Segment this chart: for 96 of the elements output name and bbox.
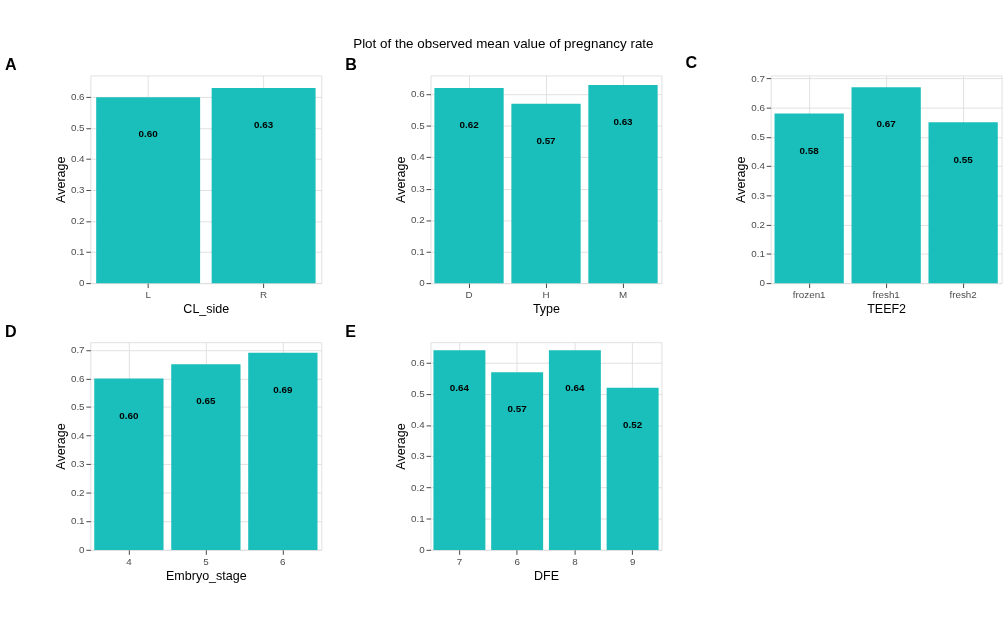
y-tick-label: 0: [79, 544, 86, 556]
x-tick-label: fresh2: [949, 288, 977, 300]
data-label: 0.64: [449, 381, 470, 393]
y-tick-label: 0.6: [751, 101, 766, 113]
bar: [433, 350, 486, 550]
y-tick-label: 0: [419, 544, 426, 556]
y-axis-title: Average: [733, 156, 748, 203]
bar: [774, 113, 844, 284]
y-tick-label: 0.3: [751, 189, 766, 201]
x-axis-title: TEEF2: [867, 302, 907, 317]
y-tick-label: 0.5: [70, 122, 86, 134]
y-tick-label: 0.2: [70, 215, 85, 227]
data-label: 0.62: [459, 119, 480, 131]
data-label: 0.60: [138, 128, 159, 140]
data-label: 0.65: [196, 395, 216, 407]
x-tick-label: H: [542, 288, 550, 300]
y-tick-label: 0: [419, 277, 426, 289]
y-tick-label: 0.3: [411, 450, 426, 462]
y-tick-label: 0.2: [411, 214, 425, 226]
bar: [548, 350, 601, 550]
x-tick-label: 5: [203, 555, 210, 567]
x-tick-label: D: [465, 288, 473, 300]
x-tick-label: 6: [514, 555, 521, 567]
data-label: 0.58: [799, 144, 820, 156]
y-tick-label: 0.6: [411, 356, 426, 368]
y-tick-label: 0.3: [70, 458, 86, 470]
y-tick-label: 0.1: [751, 248, 765, 260]
y-tick-label: 0.4: [70, 429, 86, 441]
data-label: 0.63: [254, 119, 274, 131]
data-label: 0.52: [623, 419, 643, 431]
bar: [94, 378, 164, 550]
y-tick-label: 0.4: [751, 160, 766, 172]
chart-title: Plot of the observed mean value of pregnancy rate: [353, 36, 654, 52]
data-label: 0.63: [613, 116, 634, 128]
x-tick-label: 9: [629, 555, 636, 567]
x-axis-title: CL_side: [183, 302, 230, 317]
text: D: [5, 321, 17, 340]
y-tick-label: 0.4: [411, 419, 426, 431]
y-tick-label: 0: [79, 277, 86, 289]
y-tick-label: 0.6: [70, 372, 86, 384]
y-axis-title: Average: [53, 156, 68, 203]
y-tick-label: 0.7: [70, 344, 85, 356]
y-tick-label: 0.2: [411, 481, 425, 493]
x-tick-label: 6: [280, 555, 287, 567]
y-tick-label: 0.3: [70, 184, 86, 196]
x-tick-label: R: [260, 288, 268, 300]
x-tick-label: M: [618, 288, 628, 300]
data-label: 0.67: [876, 118, 897, 130]
x-axis-title: DFE: [533, 568, 559, 583]
y-tick-label: 0.6: [411, 88, 426, 100]
y-tick-label: 0.1: [411, 245, 425, 257]
bar: [606, 387, 659, 550]
bar: [491, 372, 544, 550]
y-tick-label: 0.5: [411, 119, 426, 131]
text: E: [345, 321, 357, 340]
x-axis-title: Type: [532, 302, 561, 317]
bar: [248, 352, 318, 550]
text: C: [685, 52, 698, 71]
data-label: 0.69: [273, 384, 293, 396]
x-tick-label: frozen1: [792, 288, 826, 300]
x-tick-label: fresh1: [872, 288, 900, 300]
bar: [171, 364, 241, 550]
bar: [434, 88, 504, 284]
x-tick-label: 7: [456, 555, 463, 567]
bar: [851, 87, 921, 284]
data-label: 0.64: [565, 381, 585, 393]
bar: [588, 84, 658, 284]
y-tick-label: 0: [759, 277, 766, 289]
y-axis-title: Average: [53, 423, 68, 470]
y-tick-label: 0.4: [411, 151, 426, 163]
y-tick-label: 0.1: [70, 515, 85, 527]
data-label: 0.57: [536, 135, 557, 147]
y-axis-title: Average: [393, 423, 408, 470]
y-tick-label: 0.2: [751, 218, 765, 230]
y-tick-label: 0.5: [70, 401, 86, 413]
x-tick-label: 8: [572, 555, 579, 567]
y-tick-label: 0.5: [411, 388, 426, 400]
y-tick-label: 0.6: [70, 91, 86, 103]
y-tick-label: 0.1: [70, 246, 85, 258]
y-tick-label: 0.5: [751, 131, 766, 143]
text: A: [5, 55, 18, 74]
y-axis-title: Average: [393, 156, 408, 203]
y-tick-label: 0.7: [751, 72, 765, 84]
data-label: 0.57: [507, 403, 528, 415]
bar: [928, 122, 998, 284]
text: B: [345, 55, 357, 74]
y-tick-label: 0.4: [70, 153, 86, 165]
y-tick-label: 0.2: [70, 486, 85, 498]
x-tick-label: 4: [126, 555, 133, 567]
bar: [511, 103, 581, 284]
data-label: 0.60: [119, 409, 139, 421]
data-label: 0.55: [953, 153, 974, 165]
y-tick-label: 0.1: [411, 512, 425, 524]
x-tick-label: L: [145, 288, 152, 300]
y-tick-label: 0.3: [411, 182, 426, 194]
x-axis-title: Embryo_stage: [165, 568, 247, 583]
